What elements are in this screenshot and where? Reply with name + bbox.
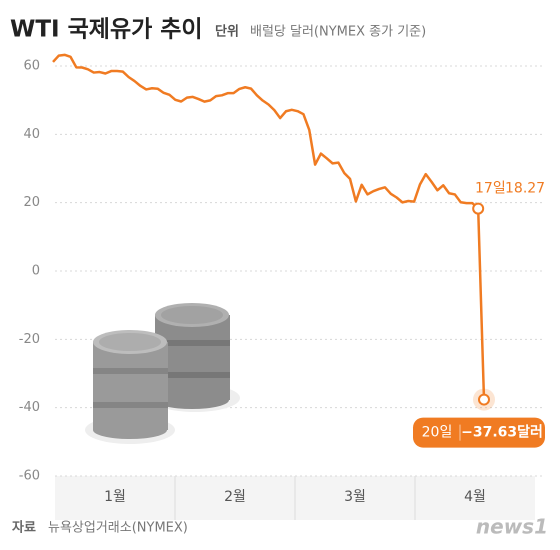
unit: 배럴당 달러(NYMEX 종가 기준) <box>250 25 426 40</box>
chart-title: WTI 국제유가 추이 <box>10 17 203 43</box>
logo: news1 <box>476 515 548 539</box>
y-tick-label: -60 <box>19 469 40 484</box>
y-tick-label: 60 <box>23 59 40 74</box>
x-tick-label: 4월 <box>464 489 486 505</box>
annotation-box <box>413 417 545 448</box>
line <box>52 53 486 400</box>
x-tick-label: 3월 <box>344 489 366 505</box>
annotation-point <box>472 202 485 215</box>
y-tick-label: 20 <box>23 195 40 210</box>
unit-label: 단위 <box>215 24 239 40</box>
annotation-label: 20일 <box>422 425 453 441</box>
y-tick-label: 0 <box>32 264 40 279</box>
annotation-point <box>478 393 490 406</box>
barrels-illustration <box>85 303 240 444</box>
y-tick-label: 40 <box>23 127 40 142</box>
y-tick-label: -20 <box>19 332 40 347</box>
annotation-value: 18.27 <box>505 181 545 197</box>
y-tick-label: -40 <box>19 400 40 415</box>
x-tick-label: 1월 <box>104 489 126 505</box>
annotation-label: 17일 <box>475 181 506 197</box>
source: 뉴욕상업거래소(NYMEX) <box>48 521 188 536</box>
source-label: 자료 <box>12 521 36 536</box>
x-tick-label: 2월 <box>224 489 246 505</box>
annotation-value: −37.63달러 <box>461 425 543 441</box>
